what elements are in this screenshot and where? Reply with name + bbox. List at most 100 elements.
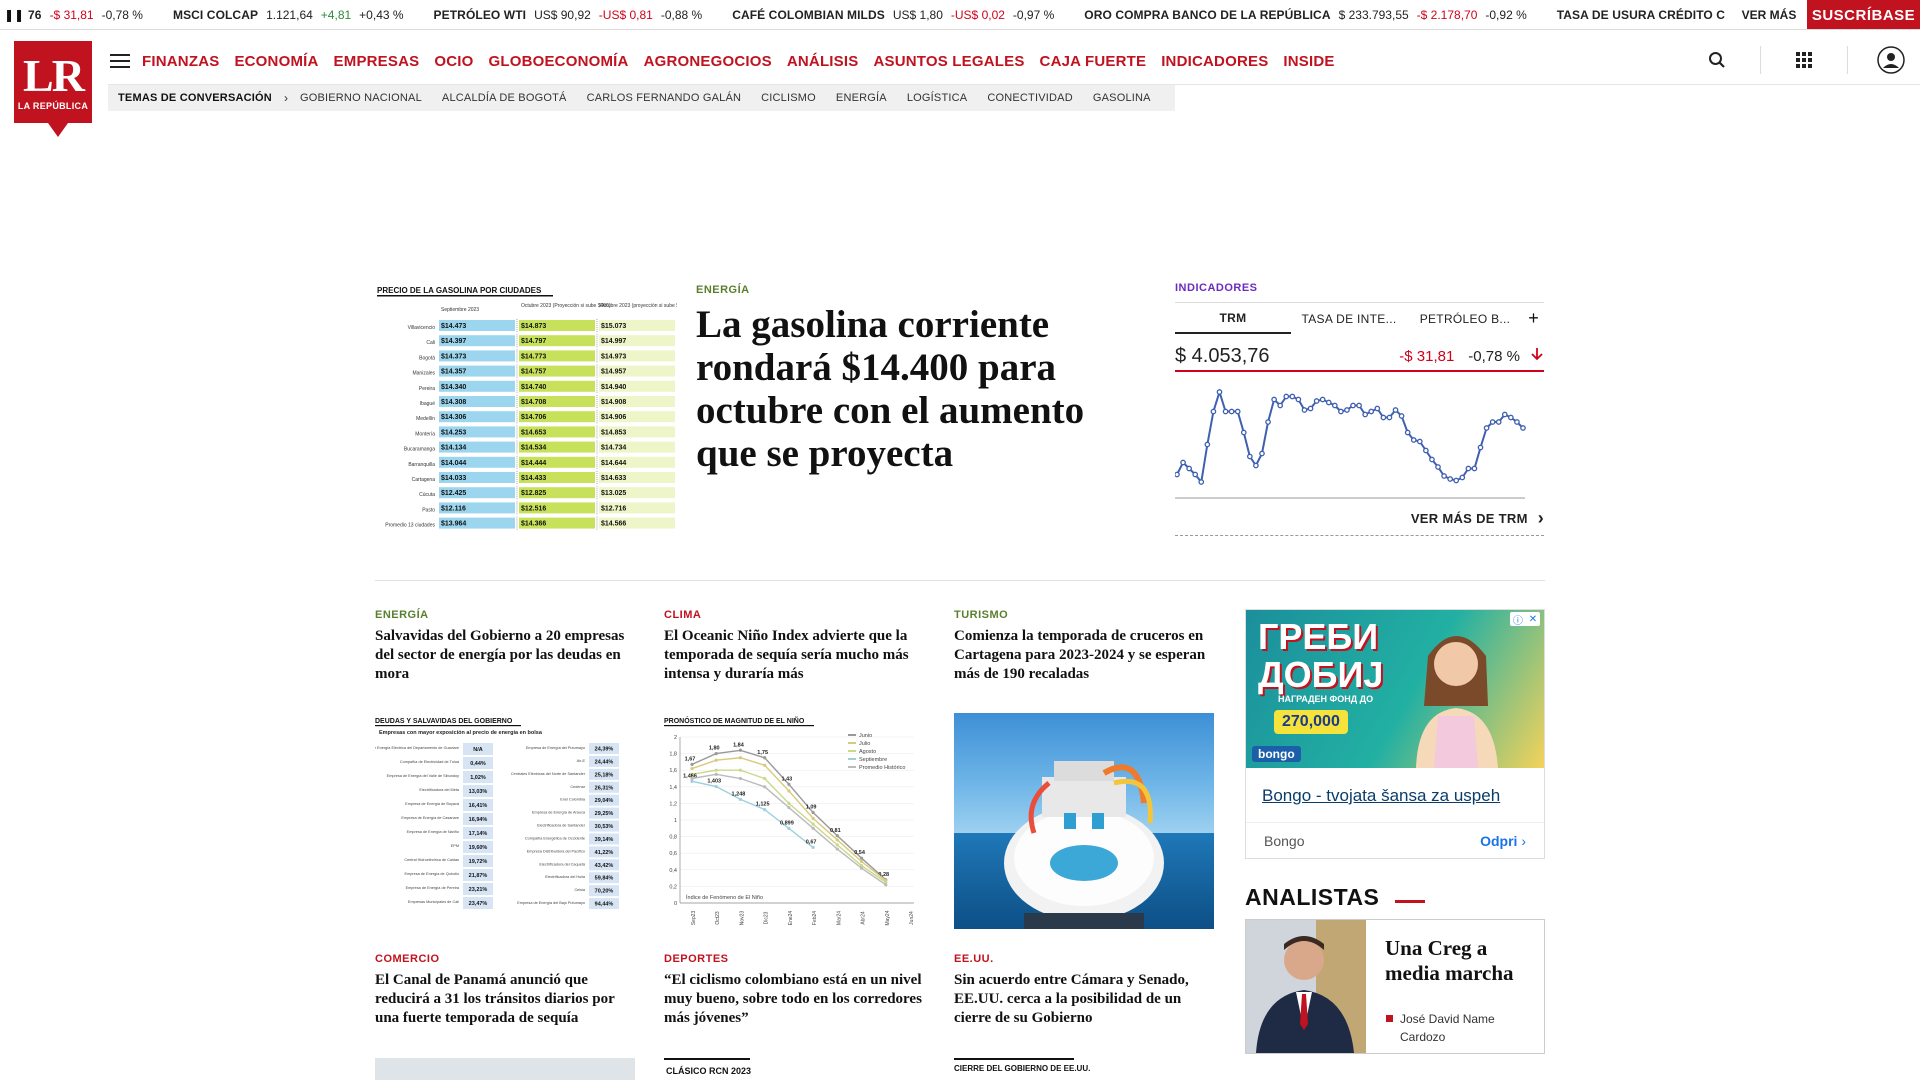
tab-tasa-interes[interactable]: TASA DE INTE... [1301,311,1397,326]
analysts-heading[interactable]: ANALISTAS [1245,884,1380,910]
ver-mas-trm-link[interactable]: VER MÁS DE TRM › [1175,502,1544,536]
ticker-item[interactable]: 76 -$ 31,81 -0,78 % [28,8,143,22]
chart-point [835,843,839,847]
article-image-energy-debts[interactable]: DEUDAS Y SALVAVIDAS DEL GOBIERNO Empresas… [375,713,635,929]
article-title[interactable]: El Canal de Panamá anunció que reducirá … [375,972,615,1026]
table-value: $14.306 [441,414,466,421]
article-title[interactable]: “El ciclismo colombiano está en un nivel… [664,972,922,1026]
user-account-icon[interactable] [1876,45,1906,75]
table-bar-oct400 [519,502,595,514]
ticker-item-percent: -0,97 % [1012,8,1055,22]
topic-link[interactable]: ENERGÍA [835,92,887,104]
ad-headline[interactable]: Bongo - tvojata šansa za uspeh [1262,786,1501,805]
topic-link[interactable]: CICLISMO [761,92,816,104]
thumb-value: 25,18% [595,772,614,778]
nav-item[interactable]: ANÁLISIS [786,52,859,70]
ad-open-button[interactable]: Odpri › [1480,832,1526,849]
thumb-value: 17,14% [469,831,488,837]
article-category[interactable]: COMERCIO [375,953,440,965]
nav-item[interactable]: ECONOMÍA [234,52,319,70]
table-value: $14.134 [441,445,466,452]
advertisement[interactable]: ГРЕБИ ДОБИЈ НАГРАДЕН ФОНД ДО 270,000 bong… [1245,609,1545,859]
nav-item[interactable]: EMPRESAS [333,52,420,70]
analyst-article-title[interactable]: Una Creg a media marcha [1385,936,1514,985]
search-icon[interactable] [1702,45,1732,75]
hero-title[interactable]: La gasolina corriente rondará $14.400 pa… [696,303,1085,475]
topic-link[interactable]: GASOLINA [1092,92,1151,104]
chart-legend-label: Julio [859,741,870,747]
ad-banner[interactable]: ГРЕБИ ДОБИЈ НАГРАДЕН ФОНД ДО 270,000 bong… [1246,610,1544,768]
tab-trm[interactable]: TRM [1175,303,1291,334]
chart-x-tick: Jun24 [909,911,915,925]
article-image-peek[interactable]: CLÁSICO RCN 2023 [664,1058,924,1080]
analyst-photo[interactable] [1246,920,1366,1053]
article-category[interactable]: TURISMO [954,609,1009,621]
trm-line [1176,388,1524,485]
analyst-card[interactable]: Una Creg a media marcha José David Name … [1245,919,1545,1054]
article-card[interactable]: DEPORTES “El ciclismo colombiano está en… [664,953,926,1028]
table-value: $14.873 [521,323,546,330]
indicators-category[interactable]: INDICADORES [1175,282,1258,294]
article-image-peek[interactable]: CIERRE DEL GOBIERNO DE EE.UU. [954,1058,1214,1080]
article-image-nino-chart[interactable]: PRONÓSTICO DE MAGNITUD DE EL NIÑO 0 0,2 0,4… [664,713,924,929]
article-image-cruise-ship[interactable] [954,713,1214,929]
ticker-item[interactable]: PETRÓLEO WTI US$ 90,92 -US$ 0,81 -0,88 % [434,8,703,22]
article-image-peek[interactable] [375,1058,635,1080]
article-title[interactable]: Salvavidas del Gobierno a 20 empresas de… [375,628,625,682]
trm-point [1307,405,1314,412]
table-city: Montería [415,431,435,437]
article-card[interactable]: ENERGÍA Salvavidas del Gobierno a 20 emp… [375,609,637,684]
trm-chart[interactable] [1174,380,1544,500]
trm-point [1198,479,1205,485]
table-value: $14.397 [441,338,466,345]
nav-item[interactable]: AGRONEGOCIOS [643,52,772,70]
apps-grid-icon[interactable] [1789,45,1819,75]
topic-link[interactable]: CARLOS FERNANDO GALÁN [586,92,742,104]
ticker-item[interactable]: ORO COMPRA BANCO DE LA REPÚBLICA $ 233.79… [1084,8,1526,22]
ad-close-icon[interactable]: ⓘ ✕ [1510,612,1540,627]
nav-item[interactable]: ASUNTOS LEGALES [873,52,1025,70]
hero-image-gasoline-table[interactable]: PRECIO DE LA GASOLINA POR CIUDADES Septie… [375,281,689,537]
ticker-item[interactable]: CAFÉ COLOMBIAN MILDS US$ 1,80 -US$ 0,02 -0,… [732,8,1054,22]
tab-petroleo[interactable]: PETRÓLEO B... [1419,311,1511,326]
ticker-ver-mas-link[interactable]: VER MÁS [1732,0,1806,29]
trm-point [1313,398,1320,404]
article-card[interactable]: TURISMO Comienza la temporada de crucero… [954,609,1216,684]
topic-link[interactable]: GOBIERNO NACIONAL [299,92,422,104]
analyst-author[interactable]: José David Name Cardozo [1386,1010,1536,1046]
article-card[interactable]: COMERCIO El Canal de Panamá anunció que … [375,953,637,1028]
table-value: $14.997 [601,338,626,345]
site-logo[interactable]: LR LA REPÚBLICA [14,41,92,137]
thumb-value: 39,14% [595,837,614,843]
ticker-item[interactable]: MSCI COLCAP 1.121,64 +4,81 +0,43 % [173,8,404,22]
article-category[interactable]: ENERGÍA [375,609,429,621]
article-title[interactable]: Sin acuerdo entre Cámara y Senado, EE.UU… [954,972,1189,1026]
table-city: Villavicencio [408,325,436,331]
nav-item[interactable]: INSIDE [1283,52,1335,70]
table-value: $13.964 [441,521,466,528]
thumb-cell [589,885,619,897]
article-category[interactable]: EE.UU. [954,953,994,965]
topic-link[interactable]: LOGÍSTICA [906,92,968,104]
nav-item[interactable]: GLOBOECONOMÍA [488,52,629,70]
nav-item[interactable]: INDICADORES [1161,52,1269,70]
nav-item[interactable]: FINANZAS [142,52,220,70]
nav-item[interactable]: CAJA FUERTE [1039,52,1147,70]
thumb-cell [463,883,493,895]
article-card[interactable]: CLIMA El Oceanic Niño Index advierte que… [664,609,926,684]
pause-icon[interactable]: ❚❚ [3,7,25,22]
ticker-item[interactable]: TASA DE USURA CRÉDITO C [1557,8,1725,22]
subscribe-button[interactable]: SUSCRÍBASE [1807,0,1920,29]
article-title[interactable]: Comienza la temporada de cruceros en Car… [954,628,1206,682]
article-category[interactable]: DEPORTES [664,953,729,965]
article-category[interactable]: CLIMA [664,609,702,621]
hero-category[interactable]: ENERGÍA [696,284,750,296]
article-title[interactable]: El Oceanic Niño Index advierte que la te… [664,628,909,682]
topic-link[interactable]: CONECTIVIDAD [987,92,1073,104]
article-card[interactable]: EE.UU. Sin acuerdo entre Cámara y Senado… [954,953,1216,1028]
topic-link[interactable]: ALCALDÍA DE BOGOTÁ [441,92,567,104]
menu-icon[interactable] [110,54,130,68]
nav-item[interactable]: OCIO [434,52,474,70]
plus-icon[interactable]: + [1528,308,1539,328]
thumb-company: Empresa de Energía de Pereira [406,886,460,890]
